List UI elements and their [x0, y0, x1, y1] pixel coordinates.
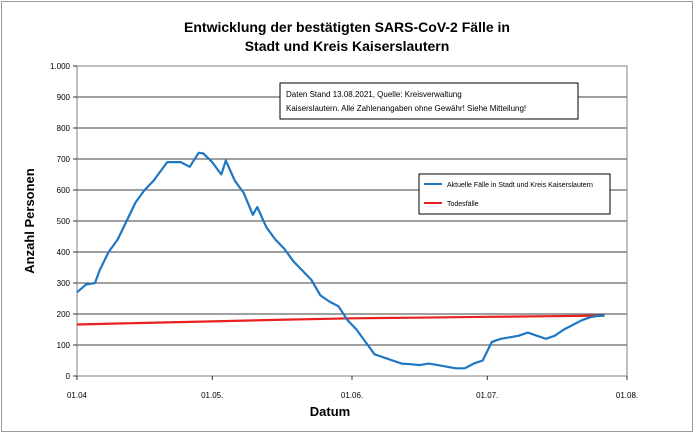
x-tick-label: 01.05. — [201, 391, 223, 400]
y-axis-title: Anzahl Personen — [22, 168, 37, 274]
y-tick-label: 800 — [57, 124, 71, 133]
series-line-aktuelle-faelle — [76, 151, 605, 370]
chart-title-line1: Entwicklung der bestätigten SARS-CoV-2 F… — [184, 19, 510, 35]
y-tick-label: 400 — [57, 248, 71, 257]
legend-label-aktuelle-faelle: Aktuelle Fälle in Stadt und Kreis Kaiser… — [447, 182, 593, 189]
y-tick-label: 600 — [57, 186, 71, 195]
y-tick-label: 0 — [66, 372, 71, 381]
y-tick-label: 100 — [57, 341, 71, 350]
legend-box — [418, 173, 611, 215]
legend: Aktuelle Fälle in Stadt und Kreis Kaiser… — [418, 173, 611, 215]
x-tick-label: 01.06. — [341, 391, 363, 400]
y-tick-label: 500 — [57, 217, 71, 226]
series-lines — [76, 151, 605, 370]
x-tick-label: 01.08. — [616, 391, 638, 400]
annotation-line1: Daten Stand 13.08.2021, Quelle: Kreisver… — [286, 90, 462, 99]
legend-label-todesfaelle: Todesfälle — [447, 201, 479, 208]
y-axis-ticks: 0 100 200 300 400 500 600 700 800 900 1.000 — [50, 62, 77, 381]
x-axis-ticks: 01.04 01.05. 01.06. 01.07. 01.08. — [67, 376, 638, 400]
x-tick-label: 01.04 — [67, 391, 88, 400]
y-tick-label: 300 — [57, 279, 71, 288]
annotation-line2: Kaiserslautern. Alle Zahlenangaben ohne … — [286, 104, 526, 113]
x-tick-label: 01.07. — [476, 391, 498, 400]
y-tick-label: 1.000 — [50, 62, 71, 71]
y-tick-label: 900 — [57, 93, 71, 102]
y-tick-label: 700 — [57, 155, 71, 164]
annotation-box: Daten Stand 13.08.2021, Quelle: Kreisver… — [279, 82, 579, 120]
x-axis-title: Datum — [310, 404, 350, 419]
chart-title-line2: Stadt und Kreis Kaiserslautern — [245, 38, 450, 54]
y-tick-label: 200 — [57, 310, 71, 319]
series-line-todesfaelle — [76, 314, 605, 326]
